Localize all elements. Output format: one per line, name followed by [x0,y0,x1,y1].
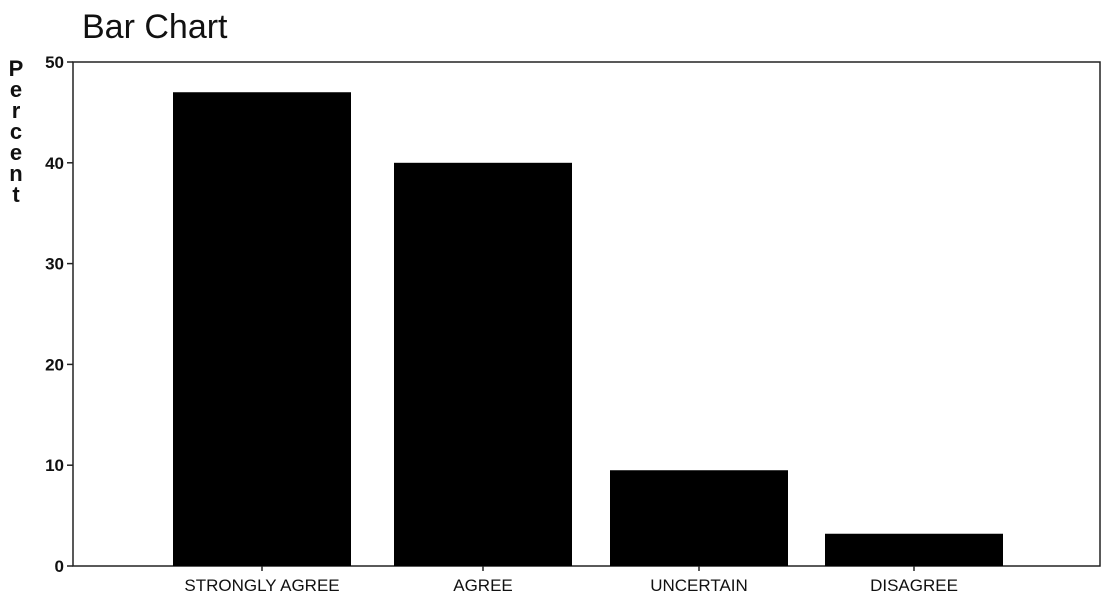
y-tick-label: 20 [45,355,64,374]
y-tick-label: 30 [45,255,64,274]
y-axis-label-letter: P [9,56,24,81]
chart-title: Bar Chart [82,8,228,46]
x-tick-label: UNCERTAIN [650,576,748,595]
bar-strongly-agree [173,92,351,567]
x-tick-label: AGREE [453,576,513,595]
x-axis: STRONGLY AGREE AGREE UNCERTAIN DISAGREE [184,566,958,595]
plot-area [72,61,1101,567]
y-axis-label-letter: e [10,140,22,165]
bar-agree [394,162,572,567]
bar-disagree [825,533,1003,566]
y-tick-label: 10 [45,456,64,475]
y-axis-label-letter: r [12,98,21,123]
bars [173,92,1003,567]
y-axis-label-letter: n [9,161,22,186]
x-tick-label: DISAGREE [870,576,958,595]
y-tick-label: 50 [45,53,64,72]
y-axis-label-letter: t [12,182,20,207]
y-tick-label: 40 [45,154,64,173]
y-axis-label-letter: e [10,77,22,102]
y-axis-label-letter: c [10,119,22,144]
x-tick-label: STRONGLY AGREE [184,576,339,595]
y-axis: 0 10 20 30 40 50 [45,53,73,576]
bar-uncertain [610,470,788,566]
y-tick-label: 0 [55,557,64,576]
